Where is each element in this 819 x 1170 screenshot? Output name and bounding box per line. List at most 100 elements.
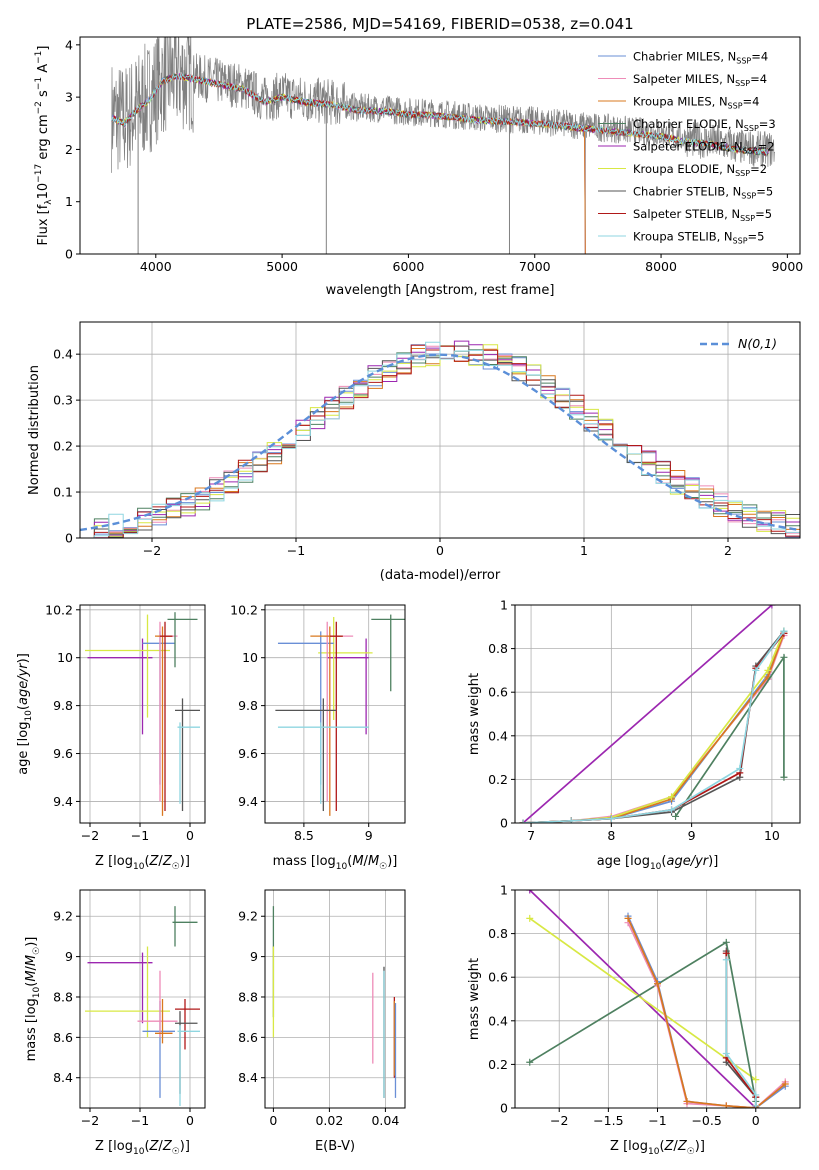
label-part: ( xyxy=(144,854,149,869)
label-part: Z xyxy=(162,1139,173,1154)
legend-label-suffix: =3 xyxy=(759,117,776,131)
label-part: Z xyxy=(149,854,160,869)
series-marker xyxy=(526,1058,534,1066)
x-tick-label: 9 xyxy=(365,828,373,843)
axes-border xyxy=(79,889,206,1109)
label-part: erg cm xyxy=(36,114,51,163)
plot-area xyxy=(515,889,800,1109)
label-part: 10 xyxy=(24,710,34,722)
errorbar-point xyxy=(175,1011,198,1094)
axes-border xyxy=(79,604,206,824)
series-marker xyxy=(722,1102,730,1108)
mass-weight-vs-metallicity-panel: −2 −1.5 −1 −0.5 000.20.40.60.81Z [log10(Z/Z☉… xyxy=(467,883,801,1157)
y-tick-label: 8.4 xyxy=(53,1070,73,1085)
label-part: 10 xyxy=(133,1147,145,1157)
mass-weight-series-line xyxy=(529,940,757,1102)
errorbar-point xyxy=(85,946,170,1038)
x-tick-label: 0.02 xyxy=(315,1113,343,1128)
label-part: mass weight xyxy=(467,673,482,755)
x-tick-label: 0 xyxy=(752,1113,760,1128)
legend-label: Chabrier ELODIE, NSSP=3 xyxy=(633,117,776,133)
y-tick-label: 8.8 xyxy=(53,989,73,1004)
label-part: 10 xyxy=(36,183,51,200)
y-tick-label: 0.2 xyxy=(53,439,73,454)
errorbar-point xyxy=(175,698,200,812)
legend-label-suffix: =4 xyxy=(743,95,760,109)
y-tick-label: 9.8 xyxy=(53,698,73,713)
label-part: )] xyxy=(180,854,190,869)
legend-label: Salpeter MILES, NSSP=4 xyxy=(633,72,767,88)
x-tick-label: 7 xyxy=(527,828,535,843)
y-tick-label: 1 xyxy=(500,883,508,898)
data-layer xyxy=(272,906,397,1098)
label-part: M xyxy=(24,970,39,981)
x-tick-label: −1.5 xyxy=(593,1113,623,1128)
y-tick-label: 8.8 xyxy=(238,989,258,1004)
label-part: ( xyxy=(16,705,31,710)
figure-title: PLATE=2586, MJD=54169, FIBERID=0538, z=0… xyxy=(246,15,633,33)
errorbar-point xyxy=(277,722,369,804)
series-marker xyxy=(736,765,744,772)
x-tick-label: 10 xyxy=(764,828,780,843)
series-marker xyxy=(526,914,534,922)
y-axis-label: mass weight xyxy=(467,958,482,1040)
label-part: M xyxy=(352,854,363,869)
model-spectrum-line xyxy=(111,72,586,254)
y-tick-label: 0 xyxy=(500,1101,508,1116)
y-tick-label: 9.8 xyxy=(238,698,258,713)
y-tick-label: 10 xyxy=(242,650,258,665)
label-part: ( xyxy=(659,1139,664,1154)
y-tick-label: 10.2 xyxy=(230,602,258,617)
legend-label: N(0,1) xyxy=(738,336,777,351)
x-tick-label: 8.5 xyxy=(294,828,314,843)
data-layer xyxy=(85,612,200,816)
y-tick-label: 0.8 xyxy=(488,641,508,656)
label-part: 10 xyxy=(650,862,662,872)
legend-label-text: Salpeter MILES, N xyxy=(633,72,735,86)
x-tick-label: 2 xyxy=(724,543,732,558)
legend-label-text: Salpeter STELIB, N xyxy=(633,207,740,221)
series-marker xyxy=(668,793,676,801)
x-tick-label: −1 xyxy=(131,828,149,843)
label-part: −17 xyxy=(34,164,44,183)
label-part: ☉ xyxy=(172,862,180,872)
x-tick-label: −1 xyxy=(648,1113,666,1128)
label-part: wavelength [Angstrom, rest frame] xyxy=(326,283,555,298)
series-marker xyxy=(722,938,730,946)
label-part: ( xyxy=(347,854,352,869)
y-axis-label: mass [log10(M/M☉)] xyxy=(24,937,42,1062)
label-part: )] xyxy=(387,854,397,869)
y-tick-label: 9.6 xyxy=(53,746,73,761)
label-part: ☉ xyxy=(172,1147,180,1157)
label-part: age [log xyxy=(16,722,31,775)
y-tick-label: 0.6 xyxy=(488,970,508,985)
x-tick-label: −1 xyxy=(131,1113,149,1128)
data-layer xyxy=(526,890,789,1108)
label-part: Z xyxy=(677,1139,688,1154)
legend-label: Salpeter STELIB, NSSP=5 xyxy=(633,207,772,223)
x-axis-label: wavelength [Angstrom, rest frame] xyxy=(326,283,555,298)
series-marker xyxy=(567,817,575,823)
legend-label-suffix: =5 xyxy=(756,185,773,199)
mass-weight-series-line xyxy=(522,605,773,823)
errorbar-point xyxy=(177,722,200,804)
normal-distribution-curve xyxy=(80,353,800,532)
x-axis-label: Z [log10(Z/Z☉)] xyxy=(610,1139,705,1157)
legend-label-text: Kroupa MILES, N xyxy=(633,95,728,109)
x-tick-label: 6000 xyxy=(393,259,425,274)
y-tick-label: 0.6 xyxy=(488,685,508,700)
y-tick-label: 0.3 xyxy=(53,393,73,408)
label-part: ( xyxy=(144,1139,149,1154)
label-part: ( xyxy=(24,982,39,987)
legend-label-text: Chabrier ELODIE, N xyxy=(633,117,744,131)
y-tick-label: 4 xyxy=(65,37,73,52)
mass-vs-ebv-panel: 0 0.02 0.04 8.4 8.6 8.8 9 9.2 E(B-V) xyxy=(238,889,406,1154)
x-tick-label: −2 xyxy=(143,543,161,558)
legend-label: Kroupa STELIB, NSSP=5 xyxy=(633,230,764,246)
legend-label-sub: SSP xyxy=(735,79,750,88)
series-marker xyxy=(672,812,680,820)
legend-label-sub: SSP xyxy=(736,57,751,66)
axes-border xyxy=(79,36,801,255)
errorbar-point xyxy=(172,906,198,947)
